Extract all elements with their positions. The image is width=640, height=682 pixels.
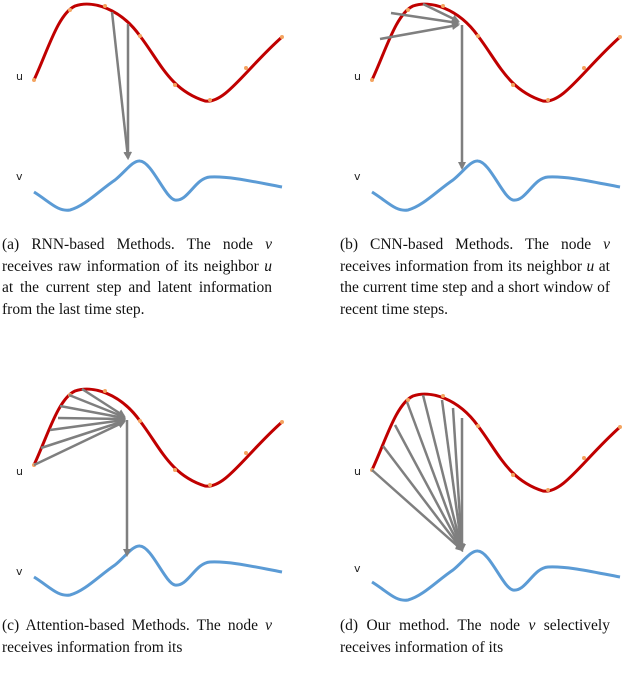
u-label: u xyxy=(16,70,23,83)
panel-d: u v xyxy=(338,390,640,615)
caption-b: (b) CNN-based Methods. The node v receiv… xyxy=(340,236,610,318)
u-label: u xyxy=(354,465,361,478)
v-label: v xyxy=(16,170,23,183)
panel-c: u v xyxy=(0,385,320,610)
v-label: v xyxy=(16,565,23,578)
our-method-diagram xyxy=(368,392,624,602)
rnn-diagram xyxy=(30,2,286,212)
u-label: u xyxy=(16,465,23,478)
u-label: u xyxy=(354,70,361,83)
caption-d: (d) Our method. The node v selectively r… xyxy=(340,617,610,656)
panel-b: u v xyxy=(338,0,640,225)
attention-diagram xyxy=(30,387,286,597)
v-label: v xyxy=(354,170,361,183)
cnn-diagram xyxy=(368,2,624,212)
panel-a: u v xyxy=(0,0,320,225)
caption-a: (a) RNN-based Methods. The node v receiv… xyxy=(2,236,272,318)
caption-c: (c) Attention-based Methods. The node v … xyxy=(2,617,272,656)
v-label: v xyxy=(354,562,361,575)
